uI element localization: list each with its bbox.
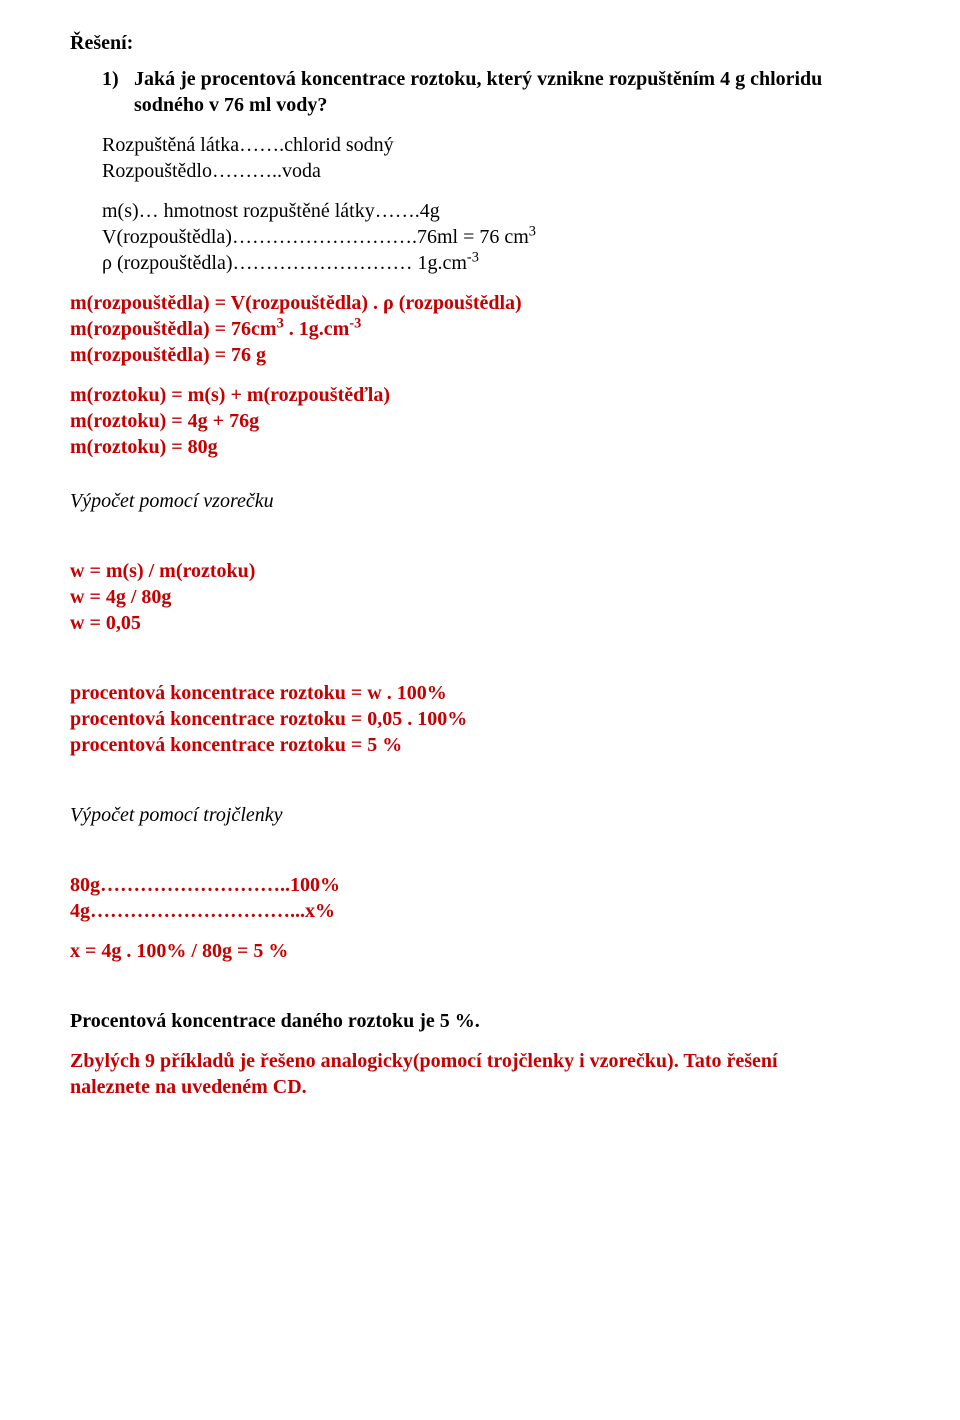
- given-line: V(rozpouštědla)……………………….76ml = 76 cm3: [102, 224, 900, 250]
- superscript: -3: [467, 249, 479, 265]
- text-run: ρ (rozpouštědla)……………………… 1g.cm: [102, 252, 467, 274]
- proportion-block: 80g………………………..100% 4g…………………………...x%: [70, 872, 900, 924]
- question-line-1: Jaká je procentová koncentrace roztoku, …: [134, 66, 822, 92]
- calc-line: procentová koncentrace roztoku = 5 %: [70, 732, 900, 758]
- question-line-2: sodného v 76 ml vody?: [134, 92, 822, 118]
- calc-line: procentová koncentrace roztoku = 0,05 . …: [70, 706, 900, 732]
- percent-block: procentová koncentrace roztoku = w . 100…: [70, 680, 900, 758]
- given-line: ρ (rozpouštědla)……………………… 1g.cm-3: [102, 250, 900, 276]
- superscript: 3: [277, 315, 284, 331]
- formula-block: w = m(s) / m(roztoku) w = 4g / 80g w = 0…: [70, 558, 900, 636]
- calc-line: m(rozpouštědla) = 76 g: [70, 342, 900, 368]
- text-run: . 1g.cm: [284, 318, 350, 340]
- question-text: Jaká je procentová koncentrace roztoku, …: [134, 66, 822, 118]
- given-line: Rozpouštědlo………..voda: [102, 158, 900, 184]
- note-block: Zbylých 9 příkladů je řešeno analogicky(…: [70, 1048, 900, 1100]
- given-line: m(s)… hmotnost rozpuštěné látky…….4g: [102, 198, 900, 224]
- solvent-mass-block: m(rozpouštědla) = V(rozpouštědla) . ρ (r…: [70, 290, 900, 368]
- proportion-result: x = 4g . 100% / 80g = 5 %: [70, 938, 900, 964]
- calc-line: w = 4g / 80g: [70, 584, 900, 610]
- calc-line: m(roztoku) = 80g: [70, 434, 900, 460]
- calc-line: 80g………………………..100%: [70, 872, 900, 898]
- text-run: V(rozpouštědla)……………………….76ml = 76 cm: [102, 226, 529, 248]
- calc-line: x = 4g . 100% / 80g = 5 %: [70, 938, 900, 964]
- calc-line: m(rozpouštědla) = 76cm3 . 1g.cm-3: [70, 316, 900, 342]
- calc-line: w = 0,05: [70, 610, 900, 636]
- text-run: m(rozpouštědla) = 76cm: [70, 318, 277, 340]
- note-line: naleznete na uvedeném CD.: [70, 1074, 900, 1100]
- proportion-method-label: Výpočet pomocí trojčlenky: [70, 802, 900, 828]
- superscript: -3: [349, 315, 361, 331]
- given-line: Rozpuštěná látka…….chlorid sodný: [102, 132, 900, 158]
- question-number: 1): [102, 66, 134, 118]
- superscript: 3: [529, 223, 536, 239]
- calc-line: m(roztoku) = 4g + 76g: [70, 408, 900, 434]
- calc-line: procentová koncentrace roztoku = w . 100…: [70, 680, 900, 706]
- note-line: Zbylých 9 příkladů je řešeno analogicky(…: [70, 1048, 900, 1074]
- calc-line: m(roztoku) = m(s) + m(rozpouštěďla): [70, 382, 900, 408]
- formula-method-label: Výpočet pomocí vzorečku: [70, 488, 900, 514]
- calc-line: m(rozpouštědla) = V(rozpouštědla) . ρ (r…: [70, 290, 900, 316]
- calc-line: w = m(s) / m(roztoku): [70, 558, 900, 584]
- answer-line: Procentová koncentrace daného roztoku je…: [70, 1008, 900, 1034]
- question-row: 1) Jaká je procentová koncentrace roztok…: [70, 66, 900, 118]
- calc-line: 4g…………………………...x%: [70, 898, 900, 924]
- section-heading: Řešení:: [70, 30, 900, 56]
- solution-mass-block: m(roztoku) = m(s) + m(rozpouštěďla) m(ro…: [70, 382, 900, 460]
- given-block-a: Rozpuštěná látka…….chlorid sodný Rozpouš…: [70, 132, 900, 184]
- given-block-b: m(s)… hmotnost rozpuštěné látky…….4g V(r…: [70, 198, 900, 276]
